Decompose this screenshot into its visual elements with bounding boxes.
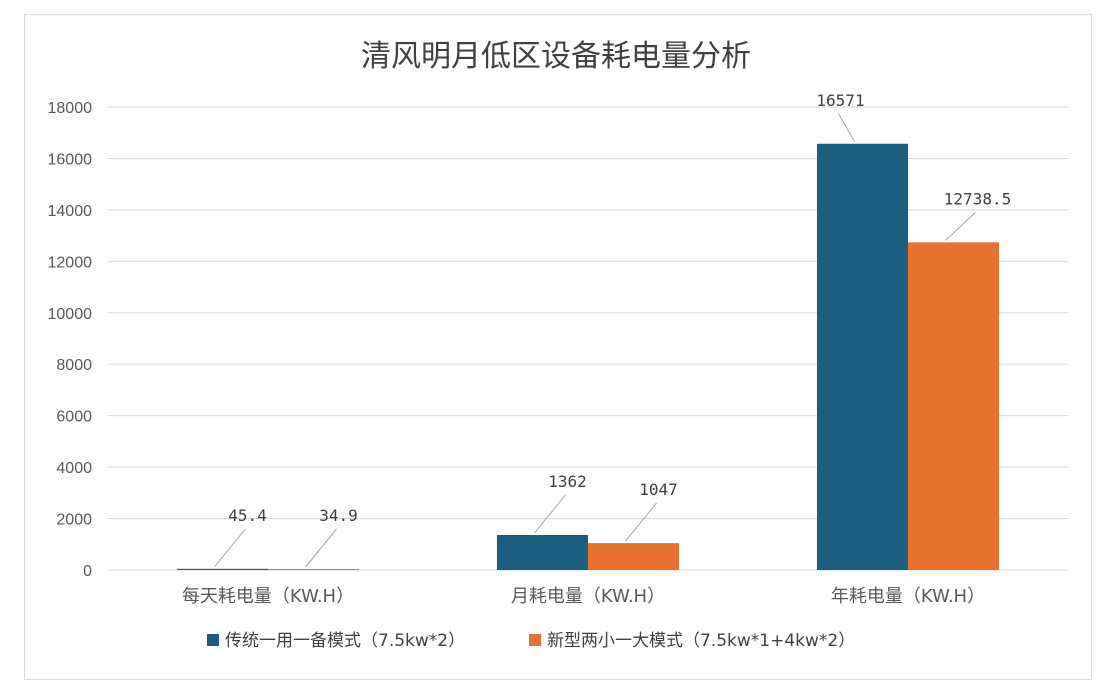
y-axis-ticks: 0 2000 4000 6000 8000 10000 12000 14000 16000 180…: [48, 100, 93, 580]
bar: [817, 143, 908, 570]
x-category-label: 月耗电量（KW.H）: [511, 586, 665, 607]
label-leader-line: [534, 494, 566, 534]
y-tick-label: 18000: [48, 100, 93, 117]
legend-label: 传统一用一备模式（7.5kw*2）: [225, 631, 465, 651]
label-leader-line: [305, 528, 337, 568]
y-tick-label: 6000: [56, 409, 92, 426]
bar: [268, 569, 359, 570]
y-tick-label: 16000: [48, 151, 93, 168]
chart-title: 清风明月低区设备耗电量分析: [361, 39, 751, 74]
x-category-label: 每天耗电量（KW.H）: [182, 586, 354, 607]
data-label: 12738.5: [944, 189, 1011, 208]
y-tick-label: 0: [83, 563, 92, 580]
data-labels: 45.4 34.9 1362 1047 16571 12738.5: [214, 91, 1011, 568]
legend: 传统一用一备模式（7.5kw*2） 新型两小一大模式（7.5kw*1+4kw*2）: [207, 631, 855, 651]
data-label: 1362: [548, 472, 587, 491]
label-leader-line: [625, 502, 657, 542]
legend-swatch: [529, 634, 541, 646]
bars: [177, 143, 999, 571]
data-label: 16571: [816, 91, 864, 110]
y-tick-label: 12000: [48, 254, 93, 271]
bar: [588, 543, 679, 570]
data-label: 1047: [639, 480, 678, 499]
y-tick-label: 14000: [48, 203, 93, 220]
y-tick-label: 10000: [48, 306, 93, 323]
y-tick-label: 2000: [56, 512, 92, 529]
bar: [497, 534, 588, 570]
label-leader-line: [945, 211, 976, 241]
y-tick-label: 4000: [56, 460, 92, 477]
bar: [908, 242, 999, 571]
data-label: 34.9: [319, 506, 358, 525]
x-axis-categories: 每天耗电量（KW.H） 月耗电量（KW.H） 年耗电量（KW.H）: [182, 586, 985, 607]
data-label: 45.4: [228, 506, 267, 525]
y-tick-label: 8000: [56, 357, 92, 374]
label-leader-line: [214, 528, 246, 568]
x-category-label: 年耗电量（KW.H）: [831, 586, 985, 607]
legend-swatch: [207, 634, 219, 646]
bar: [177, 568, 268, 570]
label-leader-line: [838, 113, 855, 143]
legend-label: 新型两小一大模式（7.5kw*1+4kw*2）: [547, 631, 855, 651]
